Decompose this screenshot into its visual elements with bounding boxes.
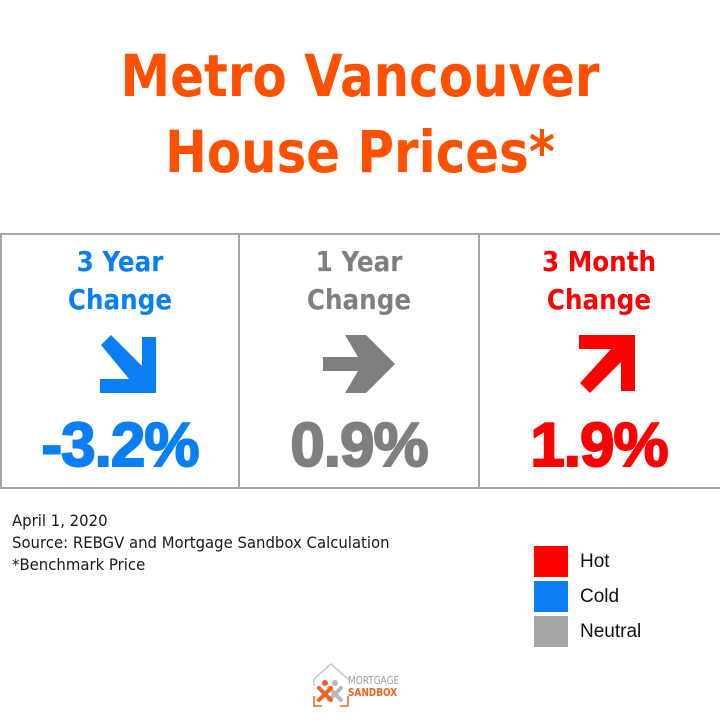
logo-line-2: SANDBOX: [348, 687, 398, 699]
heading-line-2: Change: [546, 283, 652, 316]
house-people-icon: [312, 662, 350, 707]
arrow-up-right-icon: [579, 335, 635, 393]
report-date: April 1, 2020: [12, 511, 108, 530]
arrow-right-icon: [323, 335, 395, 393]
benchmark-footnote: *Benchmark Price: [12, 555, 146, 574]
legend-label: Cold: [580, 585, 620, 607]
change-value: 1.9%: [529, 410, 669, 481]
column-3-year-change: 3 Year Change -3.2%: [2, 235, 240, 487]
heading-line-2: Change: [67, 283, 173, 316]
legend-label: Neutral: [580, 620, 642, 642]
column-1-year-change: 1 Year Change 0.9%: [240, 235, 480, 487]
color-legend: Hot Cold Neutral: [534, 544, 641, 649]
logo-wordmark: MORTGAGE SANDBOX: [348, 675, 408, 699]
column-heading: 1 Year Change: [240, 243, 478, 319]
title-line-1: Metro Vancouver: [120, 42, 600, 110]
neutral-swatch: [534, 616, 568, 647]
column-heading: 3 Year Change: [2, 243, 238, 319]
legend-item-hot: Hot: [534, 544, 641, 579]
data-source: Source: REBGV and Mortgage Sandbox Calcu…: [12, 533, 390, 552]
page-title: Metro Vancouver House Prices*: [50, 38, 669, 190]
legend-label: Hot: [580, 550, 610, 572]
legend-item-cold: Cold: [534, 579, 641, 614]
legend-item-neutral: Neutral: [534, 614, 641, 649]
change-value: 0.9%: [289, 410, 429, 481]
hot-swatch: [534, 546, 568, 577]
logo-line-1: MORTGAGE: [348, 675, 400, 687]
arrow-down-right-icon: [100, 335, 156, 393]
footnotes: April 1, 2020 Source: REBGV and Mortgage…: [12, 510, 418, 576]
heading-line-1: 3 Year: [76, 245, 164, 278]
change-table: 3 Year Change -3.2% 1 Year Change 0.9% 3…: [0, 233, 720, 489]
heading-line-1: 1 Year: [315, 245, 403, 278]
title-line-2: House Prices*: [165, 118, 555, 186]
mortgage-sandbox-logo: MORTGAGE SANDBOX: [312, 662, 422, 708]
heading-line-1: 3 Month: [541, 245, 657, 278]
heading-line-2: Change: [306, 283, 412, 316]
column-3-month-change: 3 Month Change 1.9%: [480, 235, 718, 487]
change-value: -3.2%: [41, 410, 201, 481]
column-heading: 3 Month Change: [480, 243, 718, 319]
cold-swatch: [534, 581, 568, 612]
